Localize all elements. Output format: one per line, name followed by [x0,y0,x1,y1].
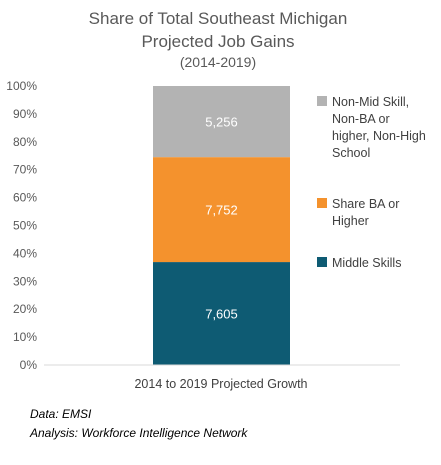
legend: Middle Skills Share BA or Higher Non-Mid Sk… [317,95,426,270]
legend-swatch [317,257,327,267]
source-data: Data: EMSI [30,407,92,421]
chart-title-line1: Share of Total Southeast Michigan [89,9,348,28]
data-labels: 7,605 7,752 5,256 [205,115,238,322]
chart-title-line2: Projected Job Gains [141,32,294,51]
x-axis: 2014 to 2019 Projected Growth [44,364,400,391]
bar-stack [153,86,290,365]
x-category-label: 2014 to 2019 Projected Growth [134,377,307,391]
legend-label: Non-Mid Skill, Non-BA or higher, Non-High S… [332,95,426,160]
data-label: 5,256 [205,115,238,130]
bar-segment [153,86,290,158]
data-label: 7,752 [205,203,238,218]
legend-swatch [317,96,327,106]
y-axis: 0% 10% 20% 30% 40% 50% 60% 70% 80% 90% 100% [6,79,37,372]
y-tick-label: 0% [20,358,38,372]
y-tick-label: 50% [13,219,37,233]
source-analysis: Analysis: Workforce Intelligence Network [29,426,248,440]
y-tick-label: 90% [13,107,37,121]
chart-subtitle: (2014-2019) [180,54,256,70]
y-tick-label: 20% [13,302,37,316]
y-tick-label: 40% [13,246,37,260]
legend-label: Middle Skills [332,256,401,270]
bar-segment [153,262,290,365]
y-tick-label: 80% [13,135,37,149]
y-tick-label: 10% [13,330,37,344]
data-label: 7,605 [205,307,238,322]
legend-label: Share BA or Higher [332,197,399,228]
y-tick-label: 70% [13,163,37,177]
y-tick-label: 60% [13,191,37,205]
bar-segment [153,157,290,263]
legend-swatch [317,198,327,208]
y-tick-label: 100% [6,79,37,93]
y-tick-label: 30% [13,274,37,288]
